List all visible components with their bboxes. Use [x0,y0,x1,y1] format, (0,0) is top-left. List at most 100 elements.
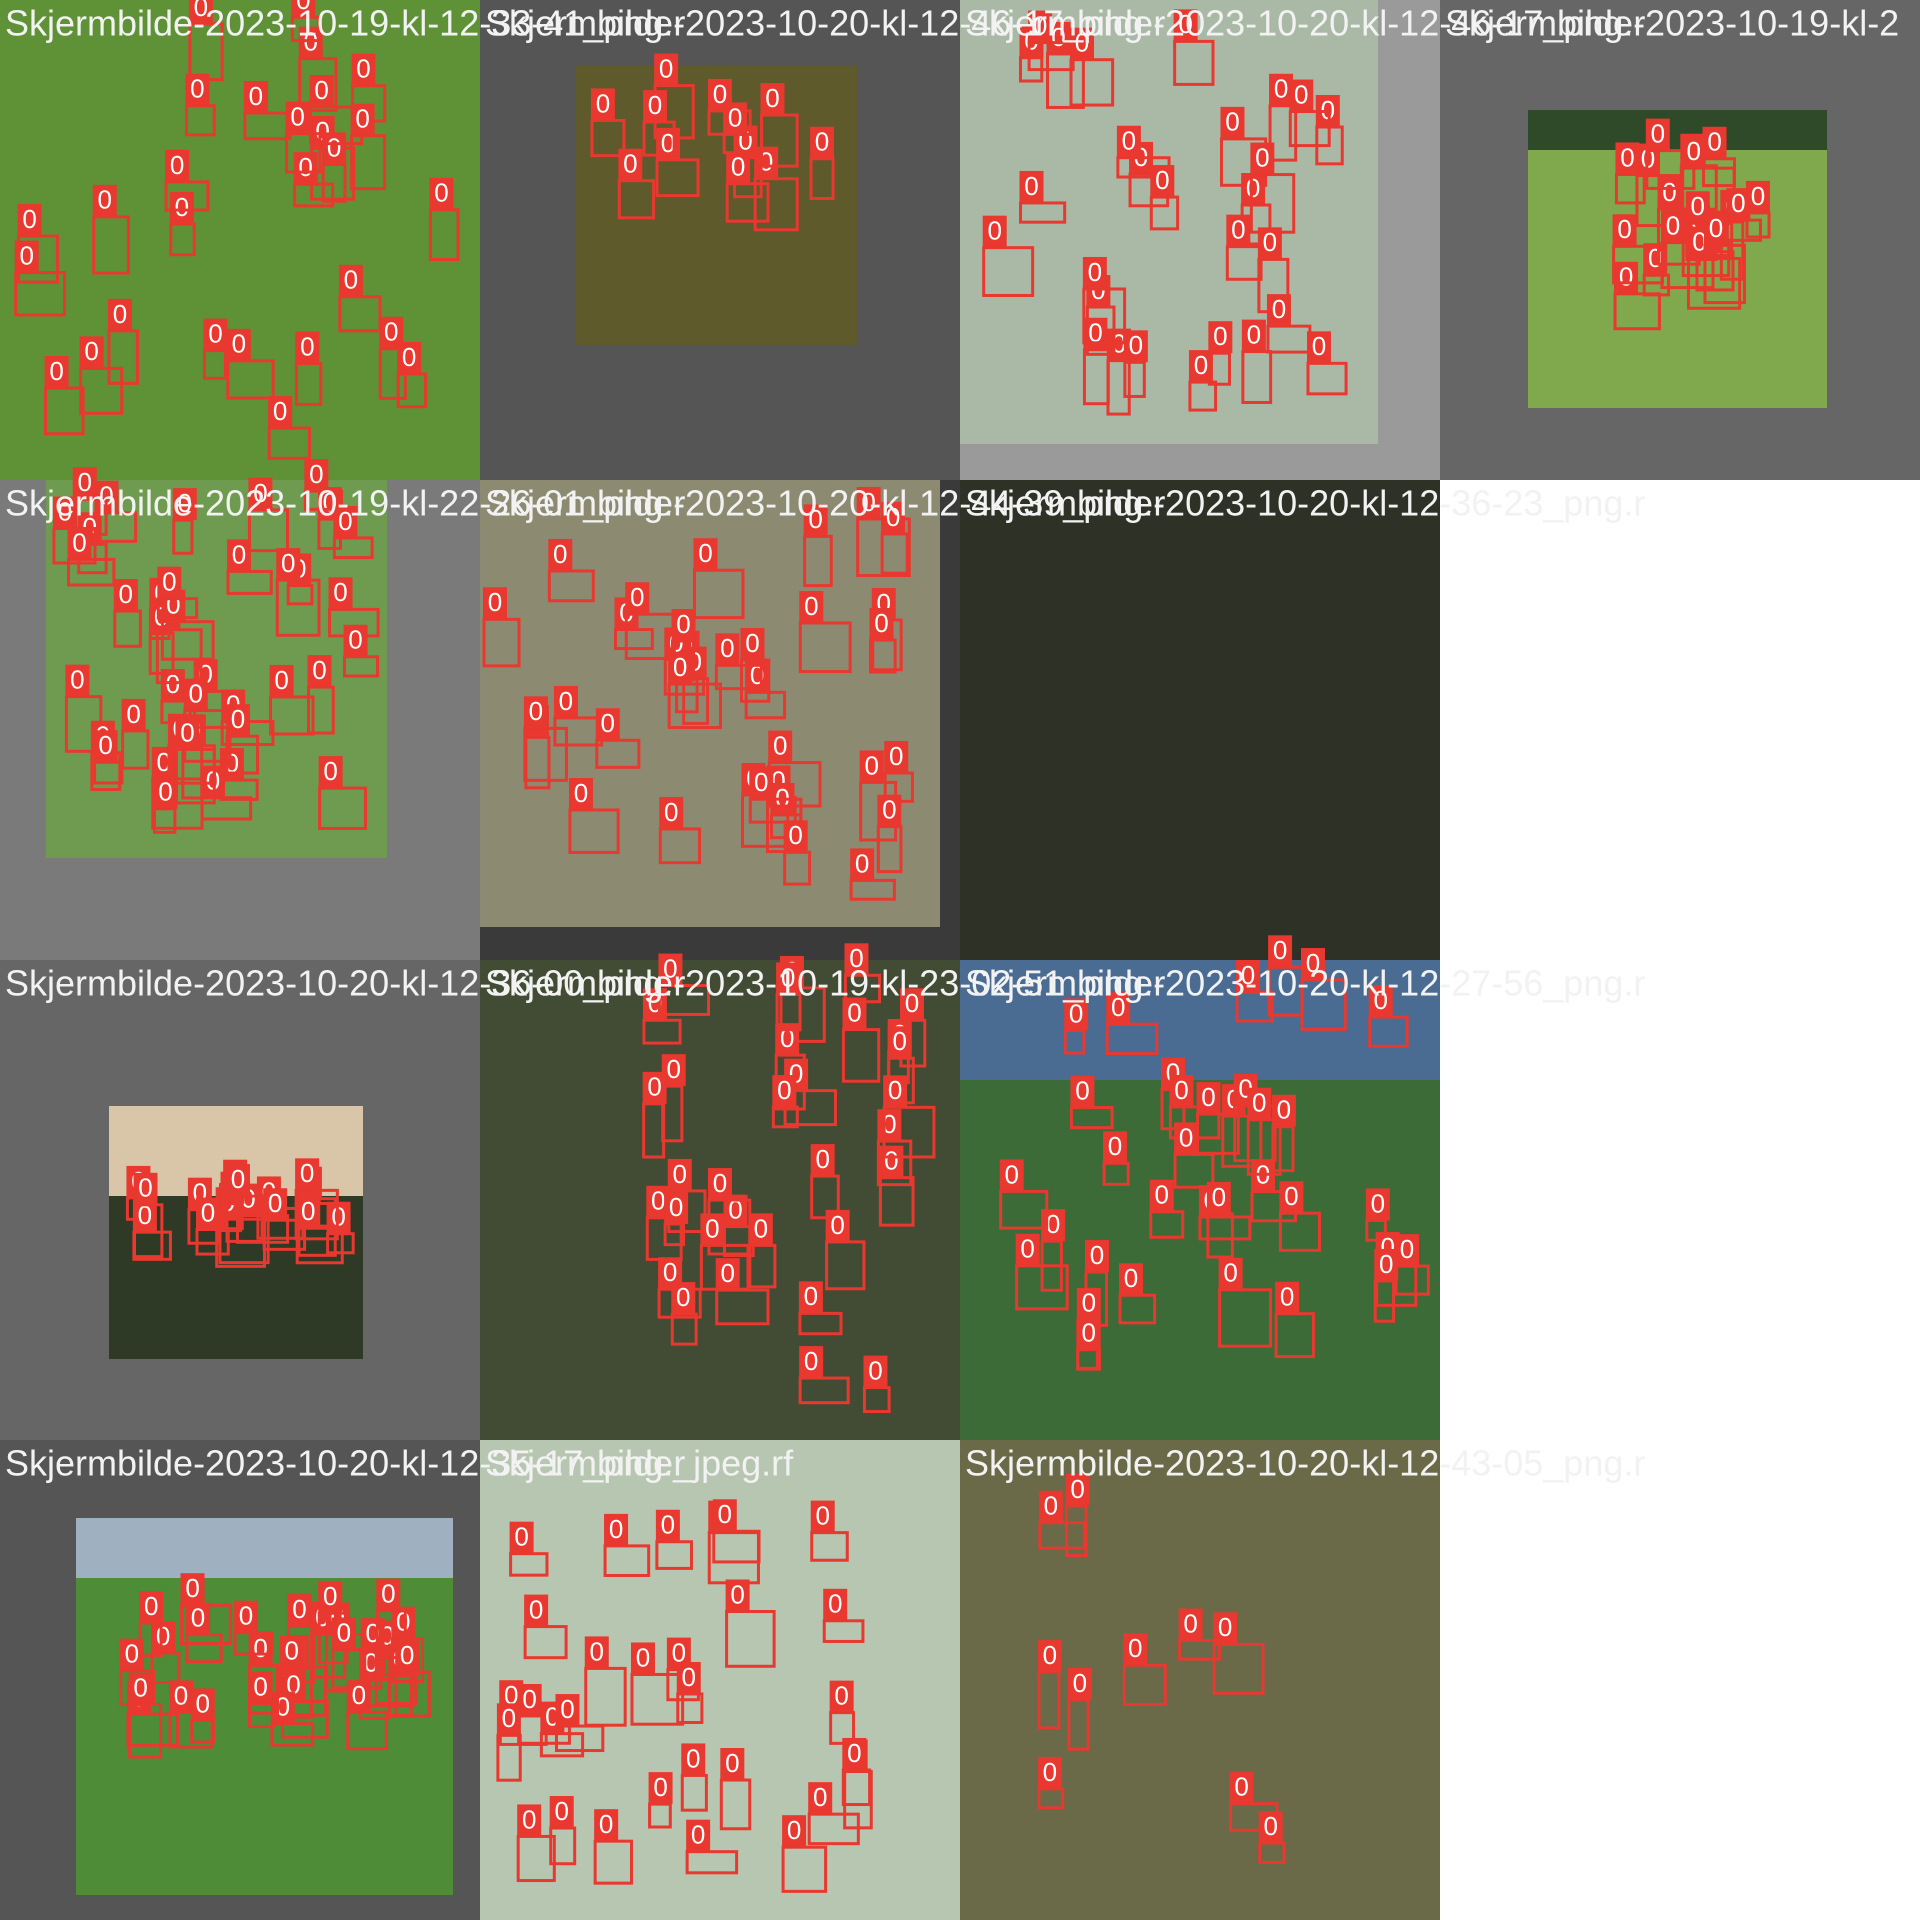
detection-label: 0 [356,54,370,84]
detection-label: 0 [1201,1082,1215,1112]
detection-label: 0 [1709,213,1723,243]
detection-label: 0 [1069,998,1083,1028]
label-background [1149,1179,1174,1212]
detection-label: 0 [1620,142,1634,172]
detection-box [748,797,803,824]
label-background [850,848,875,881]
detection-box [876,825,903,874]
detection-label: 0 [314,75,328,105]
detection-box [1271,1125,1295,1173]
label-background [248,1671,273,1704]
detection-box [999,1189,1049,1230]
label-background [655,1509,680,1542]
label-background [999,1159,1024,1192]
detection-label: 0 [268,1188,282,1218]
detection-box [658,827,702,865]
detection-box [67,557,116,587]
detection-label: 0 [673,1159,687,1189]
label-background [338,264,363,297]
detection-box [14,271,67,317]
label-background [113,579,138,612]
detection-label: 0 [804,1346,818,1376]
detection-label: 0 [138,1200,152,1230]
detection-label: 0 [1707,127,1721,157]
label-background [1615,142,1640,175]
label-background [799,1346,824,1379]
detection-box [185,1633,223,1664]
detection-label: 0 [1043,1640,1057,1670]
detection-label: 0 [713,79,727,109]
detection-label: 0 [119,579,133,609]
detection-label: 0 [659,53,673,83]
detection-label: 0 [1690,191,1704,221]
detection-label: 0 [178,488,192,518]
label-background [555,1694,580,1727]
detection-label: 0 [522,1684,536,1714]
detection-label: 0 [661,128,675,158]
detection-label: 0 [673,652,687,682]
detection-label: 0 [126,699,140,729]
detection-label: 0 [1225,107,1239,137]
detection-label: 0 [780,1023,794,1053]
detection-label: 0 [156,1621,170,1651]
detection-box [269,695,315,736]
detection-box [160,620,215,661]
detection-box [1105,1022,1159,1056]
detection-label: 0 [1183,1608,1197,1638]
detection-label: 0 [601,708,615,738]
detection-label: 0 [162,567,176,597]
label-background [604,1513,629,1546]
detection-label: 0 [333,577,347,607]
detection-label: 0 [666,1054,680,1084]
label-background [1174,1122,1199,1155]
detection-label: 0 [232,539,246,569]
detection-label: 0 [502,1703,516,1733]
label-background [877,794,902,827]
detection-box [1612,244,1664,285]
detection-box [554,1724,605,1753]
label-background [1657,177,1682,210]
label-background [808,1782,833,1815]
label-background [1268,935,1293,968]
label-background [293,152,318,185]
detection-label: 0 [1033,10,1047,40]
detection-label: 0 [337,1617,351,1647]
detection-label: 0 [327,132,341,162]
detection-label: 0 [1274,74,1288,104]
label-background [594,1809,619,1842]
detection-box [685,1850,739,1875]
detection-box [294,1188,339,1241]
detection-box [810,1531,849,1562]
detection-box [509,1552,549,1577]
detection-label: 0 [815,127,829,157]
label-background [1103,1131,1128,1164]
detection-box [1373,1279,1396,1323]
detection-label: 0 [1213,321,1227,351]
label-background [234,1600,259,1633]
label-background [1041,1209,1066,1242]
label-background [1374,1248,1399,1281]
label-background [67,527,92,560]
tile-title: Skjermbilde-2023-10-20-kl-12-43-05_png.r [965,1443,1645,1484]
label-background [553,685,578,718]
detection-label: 0 [1178,9,1192,39]
detection-box [119,1669,156,1707]
detection-label: 0 [144,1591,158,1621]
detection-label: 0 [113,299,127,329]
detection-box [1063,1028,1086,1055]
label-background [664,1192,689,1225]
detection-label: 0 [1255,142,1269,172]
detection-box [326,1232,355,1255]
label-background [754,146,779,179]
detection-label: 0 [596,88,610,118]
label-background [360,1618,385,1651]
detection-label: 0 [636,1642,650,1672]
detection-label: 0 [553,539,567,569]
tile-sky [1528,110,1827,150]
detection-label: 0 [201,1197,215,1227]
label-background [1368,985,1393,1018]
